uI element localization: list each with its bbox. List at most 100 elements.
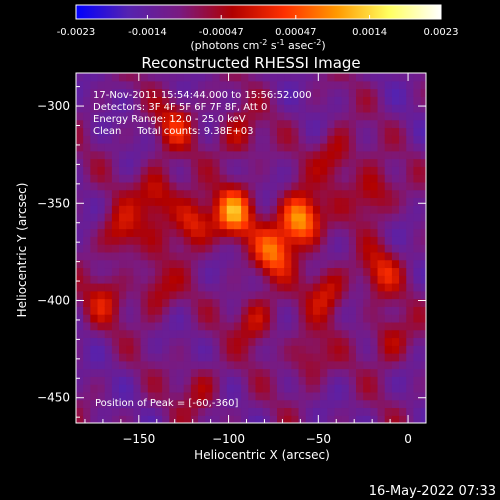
heatmap-cell [90, 259, 99, 269]
heatmap-cell [406, 181, 415, 191]
heatmap-cell [320, 384, 328, 393]
heatmap-cell [126, 384, 135, 393]
heatmap-cell [269, 181, 278, 191]
heatmap-cell [320, 353, 328, 362]
heatmap-cell [97, 88, 106, 97]
heatmap-cell [363, 244, 371, 253]
heatmap-cell [90, 181, 99, 191]
heatmap-cell [420, 353, 426, 362]
heatmap-cell [370, 88, 379, 97]
heatmap-cell [190, 353, 199, 362]
heatmap-cell [183, 407, 192, 416]
heatmap-cell [269, 353, 278, 362]
heatmap-cell [90, 220, 99, 230]
heatmap-cell [133, 244, 142, 253]
heatmap-cell [205, 135, 214, 144]
heatmap-cell [169, 189, 178, 199]
heatmap-cell [377, 329, 386, 339]
heatmap-cell [126, 111, 135, 121]
heatmap-cell [169, 384, 178, 393]
heatmap-cell [262, 283, 271, 292]
heatmap-cell [119, 275, 127, 284]
heatmap-cell [183, 399, 192, 409]
heatmap-cell [291, 205, 300, 214]
heatmap-cell [356, 259, 364, 269]
heatmap-cell [413, 205, 422, 214]
heatmap-cell [176, 384, 185, 393]
heatmap-cell [413, 213, 422, 222]
heatmap-cell [76, 205, 84, 214]
heatmap-cell [219, 181, 228, 191]
heatmap-cell [198, 415, 206, 423]
heatmap-cell [147, 314, 156, 323]
heatmap-cell [377, 150, 386, 160]
heatmap-cell [111, 321, 120, 331]
heatmap-cell [162, 166, 170, 175]
heatmap-cell [305, 111, 314, 121]
heatmap-cell [413, 127, 422, 136]
heatmap-cell [198, 384, 206, 393]
heatmap-cell [413, 360, 422, 370]
heatmap-cell [111, 127, 120, 136]
heatmap-cell [111, 337, 120, 346]
heatmap-cell [140, 158, 149, 167]
heatmap-cell [413, 391, 422, 401]
heatmap-cell [262, 73, 271, 82]
heatmap-cell [255, 321, 264, 331]
heatmap-cell [377, 376, 386, 385]
heatmap-cell [140, 174, 149, 183]
heatmap-cell [391, 329, 400, 339]
heatmap-cell [298, 337, 307, 346]
heatmap-cell [205, 399, 214, 409]
heatmap-cell [384, 259, 393, 269]
heatmap-cell [183, 197, 192, 206]
heatmap-cell [312, 259, 321, 269]
heatmap-cell [90, 267, 99, 276]
heatmap-cell [147, 220, 156, 230]
heatmap-cell [90, 205, 99, 214]
heatmap-cell [377, 174, 386, 183]
heatmap-cell [298, 267, 307, 276]
heatmap-cell [370, 314, 379, 323]
heatmap-cell [341, 158, 350, 167]
heatmap-cell [241, 166, 249, 175]
heatmap-cell [284, 88, 292, 97]
heatmap-cell [248, 376, 257, 385]
heatmap-cell [83, 197, 91, 206]
heatmap-cell [291, 127, 300, 136]
heatmap-cell [154, 181, 163, 191]
heatmap-cell [104, 119, 113, 129]
heatmap-cell [334, 158, 343, 167]
heatmap-cell [320, 166, 328, 175]
heatmap-cell [399, 213, 407, 222]
heatmap-cell [233, 158, 242, 167]
heatmap-cell [233, 345, 242, 354]
heatmap-cell [255, 104, 264, 113]
heatmap-cell [205, 166, 214, 175]
heatmap-cell [399, 321, 407, 331]
heatmap-cell [334, 150, 343, 160]
heatmap-cell [241, 345, 249, 354]
heatmap-cell [104, 391, 113, 401]
heatmap-cell [334, 275, 343, 284]
heatmap-cell [420, 321, 426, 331]
heatmap-cell [147, 228, 156, 237]
heatmap-cell [320, 73, 328, 82]
heatmap-cell [76, 360, 84, 370]
heatmap-cell [219, 158, 228, 167]
heatmap-cell [391, 220, 400, 230]
heatmap-cell [183, 345, 192, 354]
heatmap-cell [219, 251, 228, 261]
heatmap-cell [320, 143, 328, 152]
heatmap-cell [119, 267, 127, 276]
heatmap-cell [90, 321, 99, 331]
heatmap-cell [205, 220, 214, 230]
heatmap-cell [76, 407, 84, 416]
heatmap-cell [269, 236, 278, 245]
heatmap-cell [384, 306, 393, 315]
heatmap-cell [226, 73, 235, 82]
heatmap-cell [327, 96, 336, 105]
heatmap-cell [269, 135, 278, 144]
heatmap-cell [406, 368, 415, 377]
heatmap-cell [169, 174, 178, 183]
